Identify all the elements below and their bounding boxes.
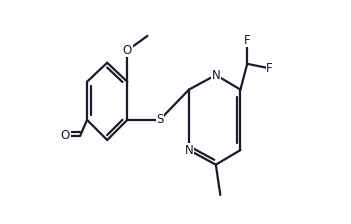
Text: N: N	[211, 69, 220, 82]
Text: O: O	[61, 129, 70, 142]
Text: F: F	[244, 34, 251, 47]
Text: N: N	[185, 144, 193, 157]
Text: F: F	[266, 62, 273, 75]
Text: S: S	[156, 113, 164, 126]
Text: O: O	[123, 44, 132, 57]
